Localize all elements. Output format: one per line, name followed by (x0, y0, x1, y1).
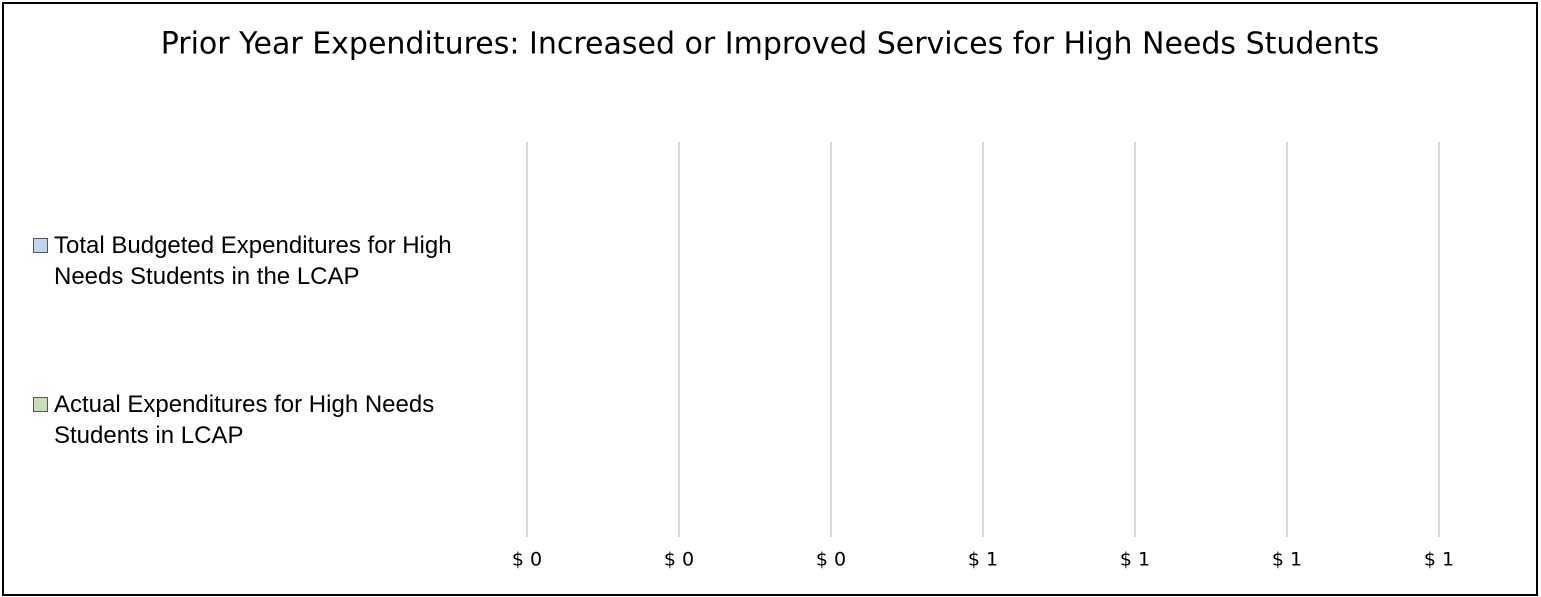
x-tick-label: $ 0 (816, 549, 846, 571)
chart-title: Prior Year Expenditures: Increased or Im… (161, 27, 1380, 62)
legend-label: Actual Expenditures for High Needs Stude… (54, 391, 435, 449)
legend-item: Actual Expenditures for High Needs Stude… (33, 389, 513, 451)
legend-item: Total Budgeted Expenditures for High Nee… (33, 230, 513, 292)
x-tick-label: $ 0 (664, 549, 694, 571)
x-tick-label: $ 1 (1272, 549, 1302, 571)
legend-label: Total Budgeted Expenditures for High Nee… (54, 232, 452, 290)
x-tick-label: $ 1 (1120, 549, 1150, 571)
legend-swatch (33, 397, 48, 412)
x-tick-label: $ 1 (1424, 549, 1454, 571)
x-tick-label: $ 0 (512, 549, 542, 571)
legend-swatch (33, 238, 48, 253)
x-tick-label: $ 1 (968, 549, 998, 571)
